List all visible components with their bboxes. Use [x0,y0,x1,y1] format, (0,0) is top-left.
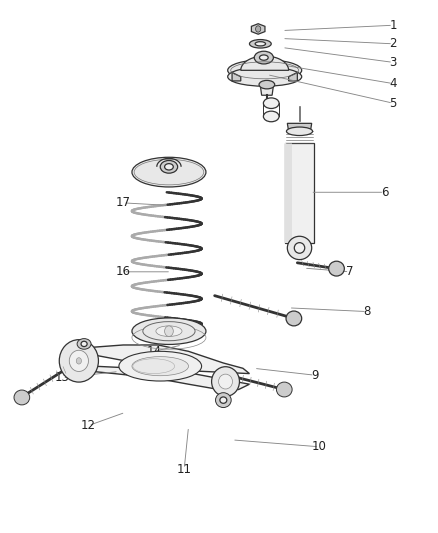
Ellipse shape [255,42,265,46]
Ellipse shape [263,98,279,109]
Text: 7: 7 [346,265,353,278]
Text: 13: 13 [55,372,70,384]
Polygon shape [60,345,250,390]
Ellipse shape [254,51,273,64]
Ellipse shape [287,236,312,260]
Ellipse shape [215,393,231,408]
Polygon shape [285,143,314,243]
Text: 3: 3 [389,56,397,69]
Ellipse shape [59,340,99,382]
Ellipse shape [228,60,302,81]
Polygon shape [251,23,265,34]
Polygon shape [285,143,292,243]
Ellipse shape [286,311,302,326]
Text: 11: 11 [177,463,192,475]
Ellipse shape [228,67,302,86]
Text: 2: 2 [389,37,397,50]
Text: 16: 16 [116,265,131,278]
Text: 8: 8 [363,305,371,318]
Ellipse shape [328,261,344,276]
Polygon shape [232,72,241,81]
Ellipse shape [250,39,271,48]
Ellipse shape [259,80,275,89]
Ellipse shape [220,397,227,403]
Ellipse shape [294,243,305,253]
Text: 5: 5 [389,96,397,110]
Ellipse shape [259,55,268,60]
Text: 1: 1 [389,19,397,32]
Circle shape [165,326,173,336]
Polygon shape [287,123,312,131]
Ellipse shape [132,318,206,344]
Text: 4: 4 [389,77,397,90]
Ellipse shape [165,164,173,170]
Ellipse shape [119,351,201,381]
Ellipse shape [132,157,206,187]
Ellipse shape [69,350,88,372]
Ellipse shape [219,374,233,389]
Ellipse shape [286,127,313,135]
Polygon shape [289,72,297,81]
Text: 6: 6 [381,186,388,199]
Polygon shape [241,56,289,70]
Ellipse shape [156,326,182,336]
Ellipse shape [143,321,195,341]
Text: 17: 17 [116,196,131,209]
Ellipse shape [263,111,279,122]
Circle shape [255,26,261,32]
Ellipse shape [81,341,87,346]
Ellipse shape [14,390,30,405]
Polygon shape [260,86,273,95]
Text: 15: 15 [159,329,174,342]
Ellipse shape [276,382,292,397]
Ellipse shape [212,367,240,397]
Text: 12: 12 [81,419,96,432]
Ellipse shape [132,357,188,376]
Text: 14: 14 [146,345,161,358]
Text: 9: 9 [311,369,318,382]
Ellipse shape [77,338,91,349]
Ellipse shape [160,160,178,173]
Text: 10: 10 [312,440,327,453]
Circle shape [76,358,81,364]
